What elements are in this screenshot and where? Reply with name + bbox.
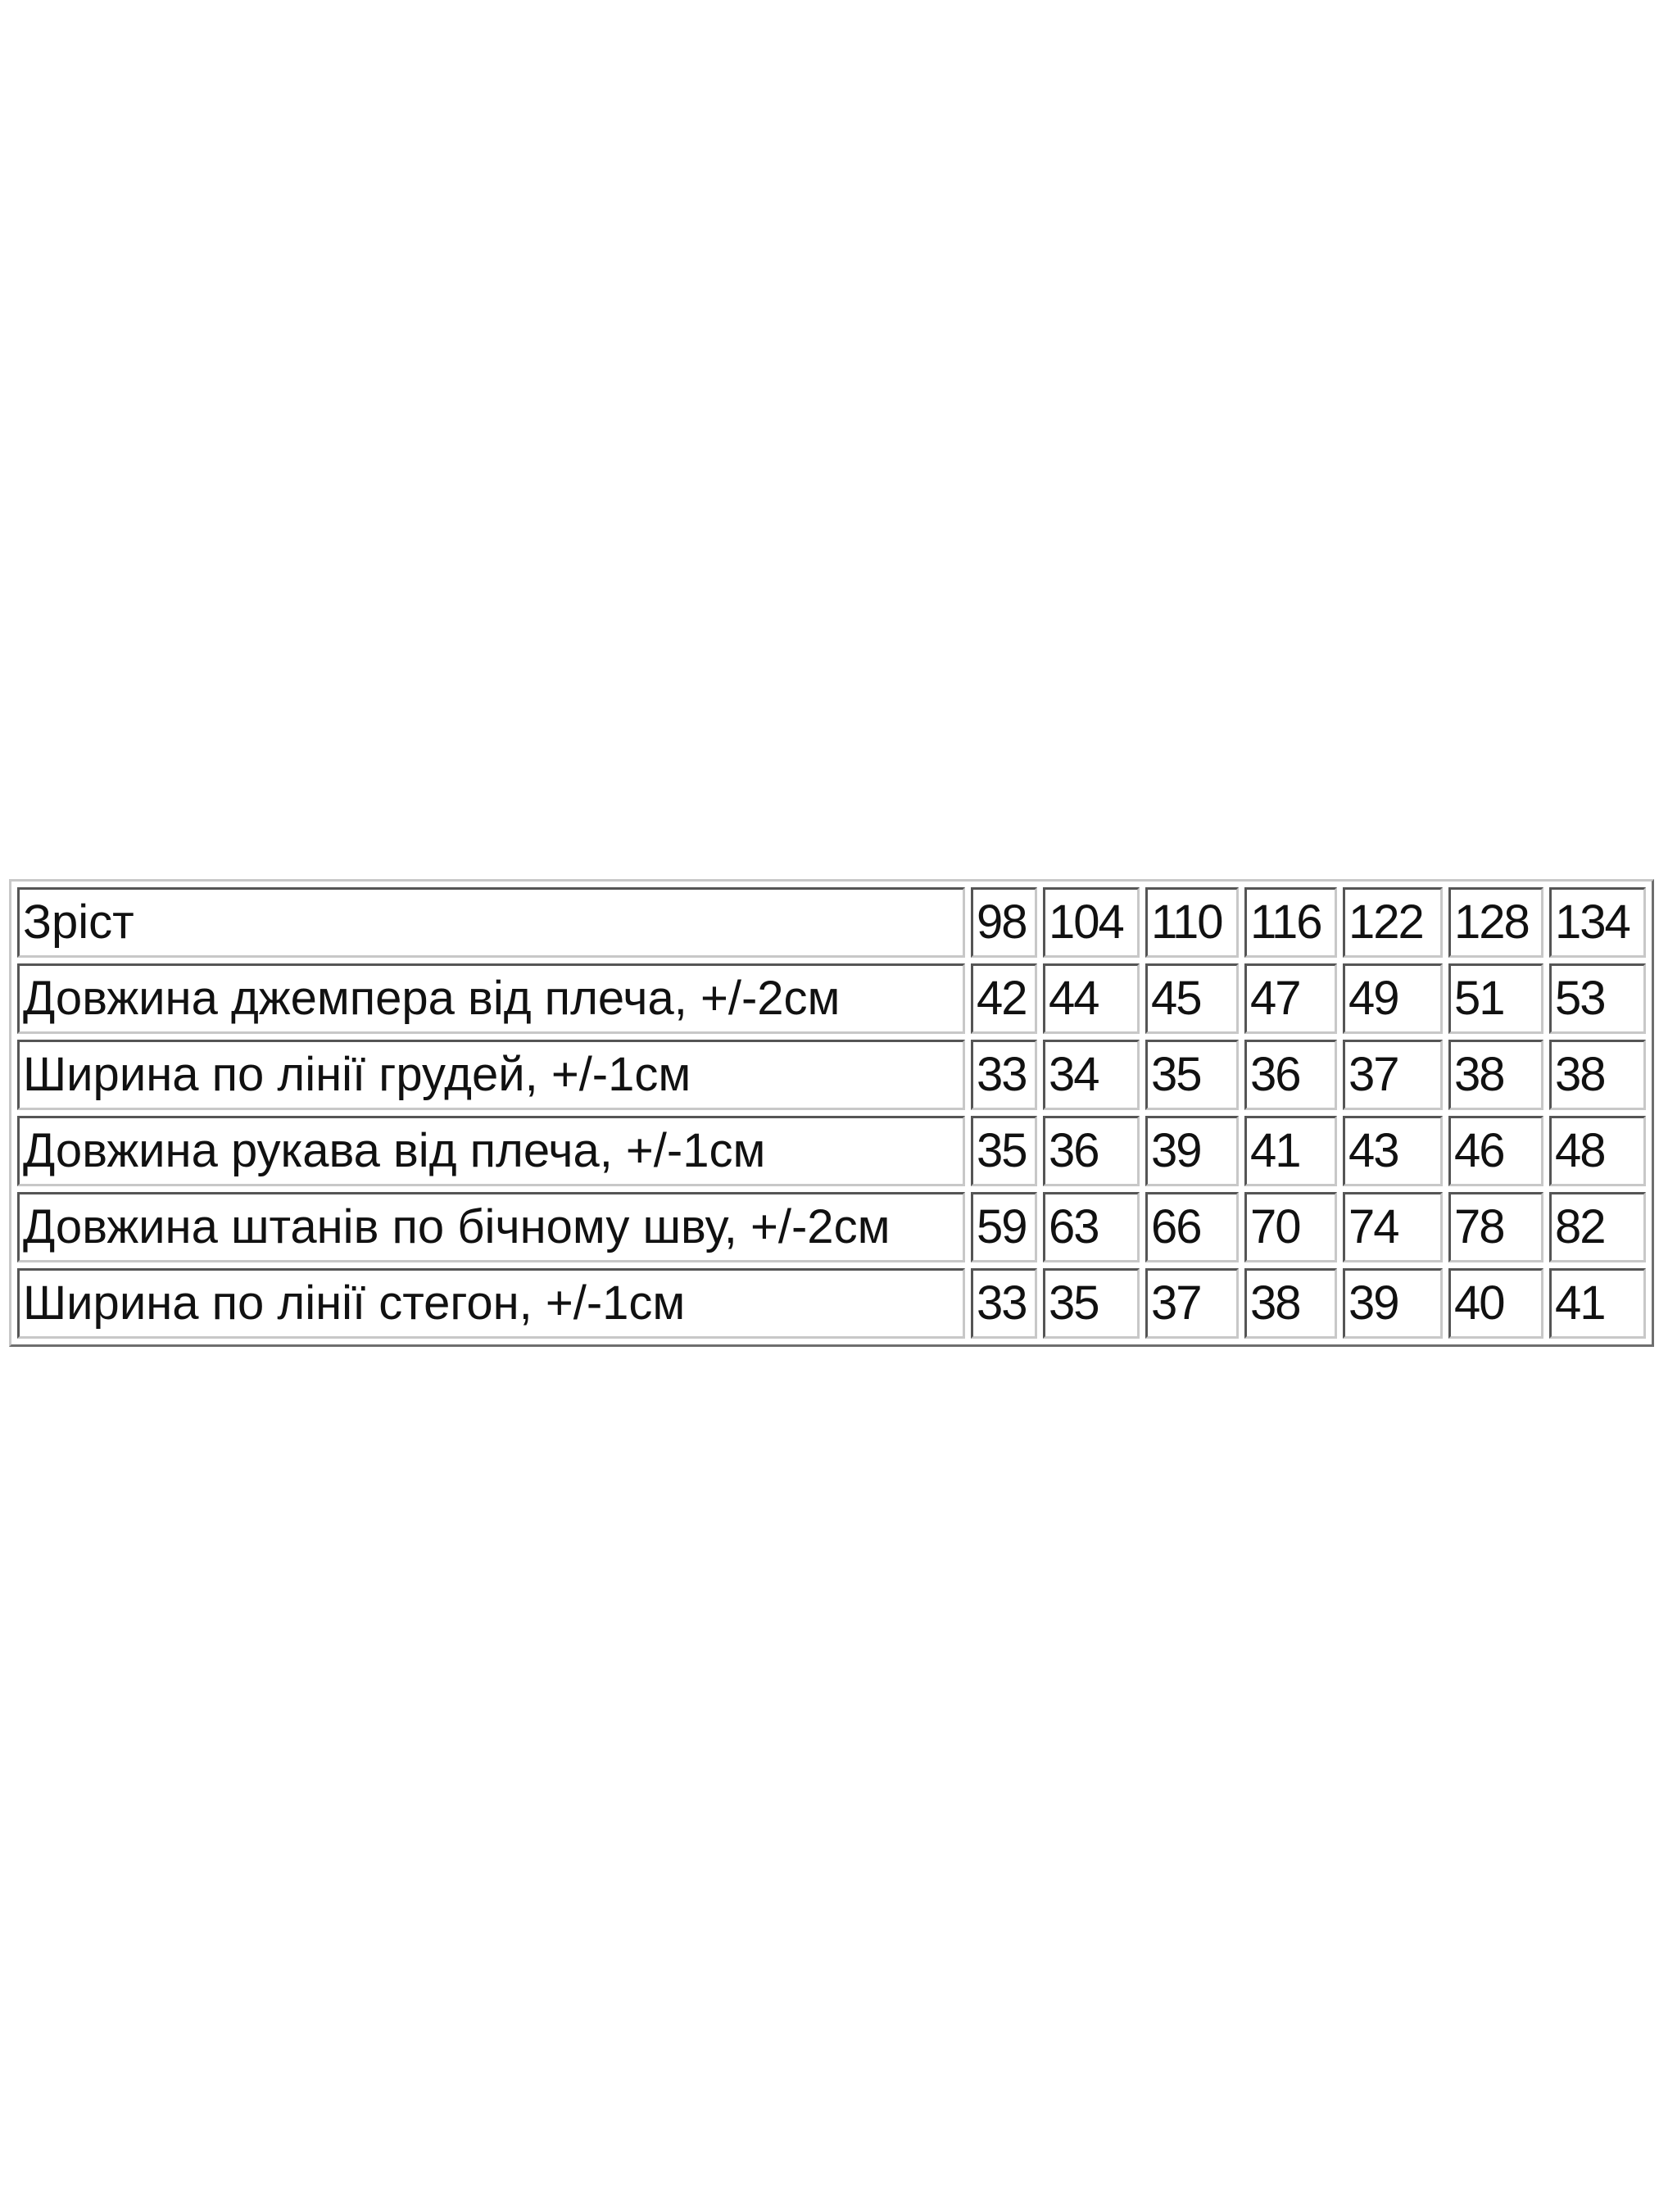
table-row: Довжина штанів по бічному шву, +/-2см 59 6… [17,1192,1646,1262]
row-label: Довжина штанів по бічному шву, +/-2см [17,1192,965,1262]
size-value-cell: 98 [971,887,1037,958]
size-value-cell: 78 [1448,1192,1543,1262]
size-value-cell: 134 [1549,887,1646,958]
row-label: Зріст [17,887,965,958]
size-value-cell: 35 [1145,1040,1239,1110]
size-value-cell: 128 [1448,887,1543,958]
header-row: Зріст 98 104 110 116 122 128 134 [17,887,1646,958]
size-value-cell: 49 [1343,963,1443,1034]
size-value-cell: 63 [1043,1192,1140,1262]
size-value-cell: 47 [1244,963,1337,1034]
size-value-cell: 66 [1145,1192,1239,1262]
table-row: Довжина джемпера від плеча, +/-2см 42 44 45… [17,963,1646,1034]
size-value-cell: 34 [1043,1040,1140,1110]
table-row: Довжина рукава від плеча, +/-1см 35 36 39 41… [17,1116,1646,1186]
table-row: Ширина по лінії стегон, +/-1см 33 35 37 38 39… [17,1268,1646,1339]
size-value-cell: 35 [1043,1268,1140,1339]
size-value-cell: 43 [1343,1116,1443,1186]
row-label: Ширина по лінії грудей, +/-1см [17,1040,965,1110]
size-value-cell: 37 [1145,1268,1239,1339]
size-value-cell: 36 [1043,1116,1140,1186]
size-value-cell: 51 [1448,963,1543,1034]
size-value-cell: 53 [1549,963,1646,1034]
size-value-cell: 35 [971,1116,1037,1186]
size-value-cell: 40 [1448,1268,1543,1339]
size-value-cell: 39 [1145,1116,1239,1186]
size-value-cell: 45 [1145,963,1239,1034]
size-value-cell: 48 [1549,1116,1646,1186]
size-value-cell: 74 [1343,1192,1443,1262]
size-value-cell: 38 [1448,1040,1543,1110]
row-label: Довжина джемпера від плеча, +/-2см [17,963,965,1034]
size-value-cell: 70 [1244,1192,1337,1262]
size-value-cell: 39 [1343,1268,1443,1339]
size-value-cell: 33 [971,1040,1037,1110]
size-value-cell: 37 [1343,1040,1443,1110]
size-value-cell: 42 [971,963,1037,1034]
size-value-cell: 46 [1448,1116,1543,1186]
size-value-cell: 33 [971,1268,1037,1339]
size-value-cell: 41 [1244,1116,1337,1186]
size-value-cell: 59 [971,1192,1037,1262]
row-label: Довжина рукава від плеча, +/-1см [17,1116,965,1186]
size-value-cell: 110 [1145,887,1239,958]
row-label: Ширина по лінії стегон, +/-1см [17,1268,965,1339]
size-value-cell: 38 [1244,1268,1337,1339]
size-value-cell: 41 [1549,1268,1646,1339]
size-value-cell: 82 [1549,1192,1646,1262]
size-value-cell: 122 [1343,887,1443,958]
size-value-cell: 116 [1244,887,1337,958]
size-value-cell: 44 [1043,963,1140,1034]
size-value-cell: 38 [1549,1040,1646,1110]
size-value-cell: 36 [1244,1040,1337,1110]
size-chart-table: Зріст 98 104 110 116 122 128 134 Довжина джемпер… [9,879,1654,1347]
size-value-cell: 104 [1043,887,1140,958]
table-row: Ширина по лінії грудей, +/-1см 33 34 35 36 37… [17,1040,1646,1110]
